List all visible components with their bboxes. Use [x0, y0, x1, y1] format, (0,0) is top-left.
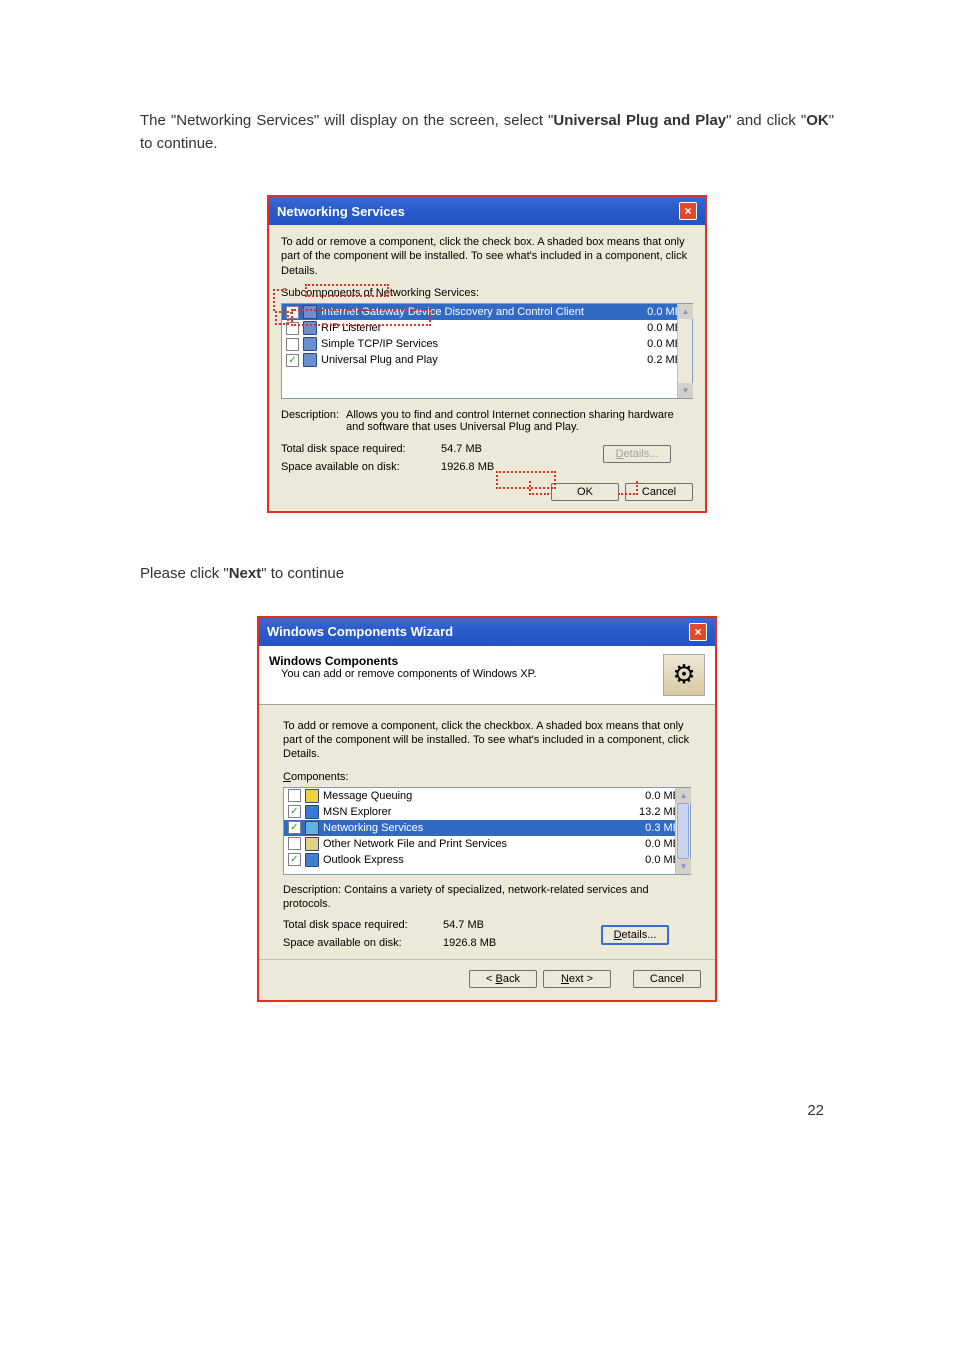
- details-button: Details...: [603, 445, 671, 463]
- checkbox[interactable]: [286, 306, 299, 319]
- item-label: Other Network File and Print Services: [323, 838, 631, 850]
- disk-available-value: 1926.8 MB: [441, 461, 521, 473]
- windows-components-wizard-dialog: Windows Components Wizard × Windows Comp…: [257, 616, 717, 1003]
- next-button[interactable]: Next >: [543, 970, 611, 988]
- component-icon: [303, 353, 317, 367]
- disk-required-value: 54.7 MB: [443, 919, 523, 931]
- wizard-header-subtitle: You can add or remove components of Wind…: [269, 668, 663, 680]
- disk-required-label: Total disk space required:: [283, 919, 443, 931]
- item-label: Networking Services: [323, 822, 631, 834]
- networking-services-dialog: Networking Services × To add or remove a…: [267, 195, 707, 513]
- component-icon: [305, 789, 319, 803]
- checkbox[interactable]: [288, 853, 301, 866]
- dialog-title: Networking Services: [277, 204, 405, 219]
- list-item[interactable]: Message Queuing0.0 MB: [284, 788, 690, 804]
- subcomponents-label: Subcomponents of Networking Services:: [281, 286, 693, 300]
- back-button[interactable]: < Back: [469, 970, 537, 988]
- component-icon: [305, 821, 319, 835]
- scroll-down-icon[interactable]: ▼: [676, 859, 691, 874]
- component-icon: [305, 837, 319, 851]
- wizard-icon: ⚙: [663, 654, 705, 696]
- list-item[interactable]: Outlook Express0.0 MB: [284, 852, 690, 868]
- disk-required-label: Total disk space required:: [281, 443, 441, 455]
- list-item[interactable]: Universal Plug and Play0.2 MB: [282, 352, 692, 368]
- item-label: Simple TCP/IP Services: [321, 338, 633, 350]
- description-label: Description:: [283, 884, 341, 896]
- checkbox[interactable]: [288, 805, 301, 818]
- list-item[interactable]: MSN Explorer13.2 MB: [284, 804, 690, 820]
- checkbox[interactable]: [288, 821, 301, 834]
- dialog-description: To add or remove a component, click the …: [281, 235, 693, 278]
- checkbox[interactable]: [288, 789, 301, 802]
- cancel-button[interactable]: Cancel: [625, 483, 693, 501]
- component-icon: [303, 337, 317, 351]
- scrollbar[interactable]: ▲ ▼: [675, 788, 690, 874]
- disk-available-label: Space available on disk:: [281, 461, 441, 473]
- cancel-button[interactable]: Cancel: [633, 970, 701, 988]
- component-icon: [303, 321, 317, 335]
- page-number: 22: [140, 1102, 834, 1119]
- instruction-1: The "Networking Services" will display o…: [140, 110, 834, 155]
- components-label: Components:: [283, 770, 691, 784]
- checkbox[interactable]: [286, 338, 299, 351]
- component-icon: [305, 853, 319, 867]
- item-label: Outlook Express: [323, 854, 631, 866]
- disk-available-value: 1926.8 MB: [443, 937, 523, 949]
- item-label: Message Queuing: [323, 790, 631, 802]
- description-text: Allows you to find and control Internet …: [346, 409, 693, 433]
- close-icon[interactable]: ×: [689, 623, 707, 641]
- titlebar[interactable]: Windows Components Wizard ×: [259, 618, 715, 646]
- close-icon[interactable]: ×: [679, 202, 697, 220]
- instruction-2: Please click "Next" to continue: [140, 563, 834, 586]
- components-list[interactable]: Message Queuing0.0 MBMSN Explorer13.2 MB…: [283, 787, 691, 875]
- list-item[interactable]: Networking Services0.3 MB: [284, 820, 690, 836]
- checkbox[interactable]: [288, 837, 301, 850]
- item-label: Internet Gateway Device Discovery and Co…: [321, 306, 633, 318]
- list-item[interactable]: Other Network File and Print Services0.0…: [284, 836, 690, 852]
- details-button[interactable]: Details...: [601, 925, 669, 945]
- component-icon: [303, 305, 317, 319]
- scroll-down-icon[interactable]: ▼: [678, 383, 693, 398]
- list-item[interactable]: RIP Listener0.0 MB: [282, 320, 692, 336]
- disk-required-value: 54.7 MB: [441, 443, 521, 455]
- checkbox[interactable]: [286, 354, 299, 367]
- item-label: Universal Plug and Play: [321, 354, 633, 366]
- description-label: Description:: [281, 409, 346, 433]
- subcomponents-list[interactable]: Internet Gateway Device Discovery and Co…: [281, 303, 693, 399]
- list-item[interactable]: Simple TCP/IP Services0.0 MB: [282, 336, 692, 352]
- component-icon: [305, 805, 319, 819]
- wizard-header-title: Windows Components: [269, 654, 663, 668]
- checkbox[interactable]: [286, 322, 299, 335]
- item-label: MSN Explorer: [323, 806, 631, 818]
- ok-button[interactable]: OK: [551, 483, 619, 501]
- list-item[interactable]: Internet Gateway Device Discovery and Co…: [282, 304, 692, 320]
- dialog-description: To add or remove a component, click the …: [283, 719, 691, 762]
- dialog-title: Windows Components Wizard: [267, 624, 453, 639]
- item-label: RIP Listener: [321, 322, 633, 334]
- disk-available-label: Space available on disk:: [283, 937, 443, 949]
- scroll-up-icon[interactable]: ▲: [678, 304, 693, 319]
- scrollbar[interactable]: ▲ ▼: [677, 304, 692, 398]
- titlebar[interactable]: Networking Services ×: [269, 197, 705, 225]
- scroll-up-icon[interactable]: ▲: [676, 788, 691, 803]
